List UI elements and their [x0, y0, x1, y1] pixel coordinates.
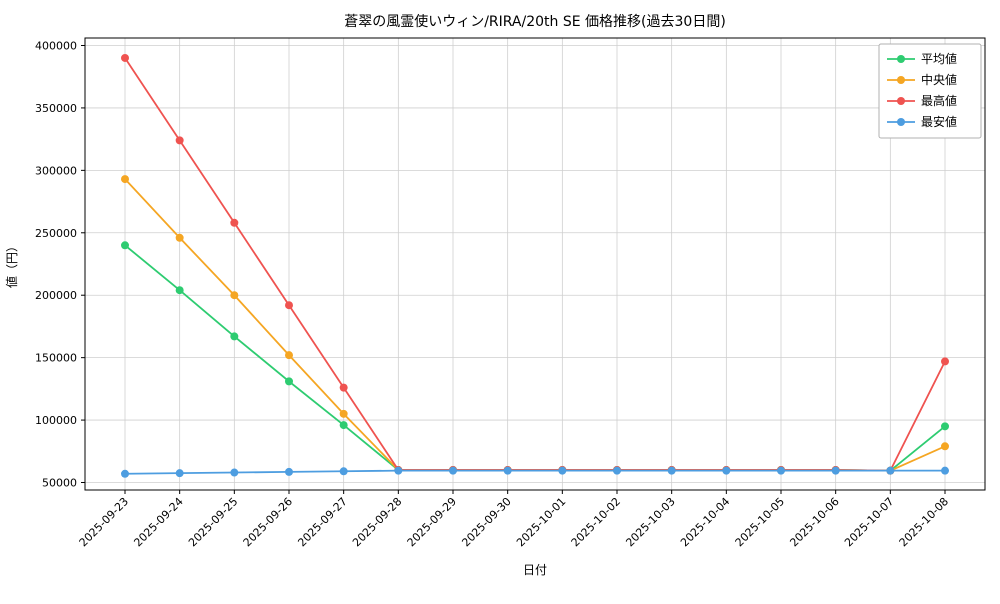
- series-line-中央値: [124, 178, 946, 472]
- data-point: [175, 286, 184, 295]
- data-point: [941, 466, 949, 475]
- y-tick-label: 400000: [35, 39, 77, 52]
- y-tick-label: 200000: [35, 289, 77, 302]
- series-line-最安値: [124, 469, 945, 475]
- data-point: [121, 469, 129, 478]
- data-point: [175, 136, 184, 145]
- data-point: [339, 467, 348, 476]
- series-line-最高値: [124, 57, 946, 472]
- x-tick-label: 2025-10-01: [514, 495, 568, 549]
- y-axis-label: 値（円）: [4, 240, 19, 288]
- x-tick-label: 2025-09-29: [405, 495, 459, 549]
- y-tick-label: 100000: [35, 414, 77, 427]
- data-point: [941, 442, 949, 451]
- x-tick-label: 2025-10-02: [569, 495, 623, 549]
- data-point: [285, 467, 293, 476]
- data-point: [831, 466, 840, 475]
- y-tick-label: 150000: [35, 352, 77, 365]
- data-point: [667, 466, 676, 475]
- y-tick-label: 350000: [35, 102, 77, 115]
- data-point: [175, 469, 184, 478]
- data-point: [558, 466, 567, 475]
- grid: [85, 38, 985, 490]
- x-tick-label: 2025-09-26: [241, 495, 295, 549]
- x-tick-label: 2025-10-06: [787, 495, 841, 549]
- legend-marker: [897, 76, 905, 84]
- x-tick-label: 2025-10-07: [842, 495, 896, 549]
- x-tick-label: 2025-10-03: [623, 495, 677, 549]
- legend-marker: [897, 97, 905, 105]
- data-point: [175, 233, 184, 242]
- x-tick-label: 2025-10-04: [678, 495, 732, 549]
- data-point: [230, 332, 239, 341]
- data-point: [121, 53, 129, 62]
- chart-title: 蒼翠の風霊使いウィン/RIRA/20th SE 価格推移(過去30日間): [344, 13, 726, 30]
- data-point: [339, 421, 348, 430]
- data-point: [941, 422, 949, 431]
- data-point: [285, 351, 293, 360]
- data-point: [941, 357, 949, 366]
- legend-label: 中央値: [921, 72, 957, 87]
- x-tick-label: 2025-09-27: [295, 495, 349, 549]
- legend-label: 最安値: [921, 114, 957, 129]
- y-tick-label: 300000: [35, 164, 77, 177]
- data-point: [121, 241, 129, 250]
- data-point: [339, 409, 348, 418]
- data-point: [285, 301, 293, 310]
- data-point: [613, 466, 621, 475]
- data-point: [449, 466, 457, 475]
- data-point: [503, 466, 512, 475]
- y-tick-label: 50000: [42, 477, 77, 490]
- data-point: [121, 175, 129, 184]
- legend-marker: [897, 118, 905, 126]
- x-tick-label: 2025-10-08: [897, 495, 951, 549]
- data-point: [285, 377, 293, 386]
- x-tick-label: 2025-09-24: [131, 495, 185, 549]
- legend-box: [878, 43, 982, 139]
- data-point: [230, 468, 239, 477]
- x-axis-label: 日付: [523, 563, 547, 577]
- data-point: [886, 466, 895, 475]
- x-tick-label: 2025-09-25: [186, 495, 240, 549]
- data-point: [777, 466, 785, 475]
- data-point: [394, 466, 403, 475]
- x-tick-label: 2025-10-05: [733, 495, 787, 549]
- x-tick-label: 2025-09-28: [350, 495, 404, 549]
- data-point: [230, 218, 239, 227]
- x-tick-label: 2025-09-30: [459, 495, 513, 549]
- legend-marker: [897, 55, 905, 63]
- y-tick-label: 250000: [35, 227, 77, 240]
- data-point: [230, 291, 239, 300]
- plot-area: 50000 100000 150000 200000 250000 300000 35000…: [35, 37, 986, 549]
- data-point: [722, 466, 731, 475]
- legend-label: 平均値: [921, 51, 957, 66]
- x-tick-label: 2025-09-23: [77, 495, 131, 549]
- plot-border: [84, 37, 986, 491]
- legend-label: 最高値: [921, 93, 957, 108]
- data-point: [339, 383, 348, 392]
